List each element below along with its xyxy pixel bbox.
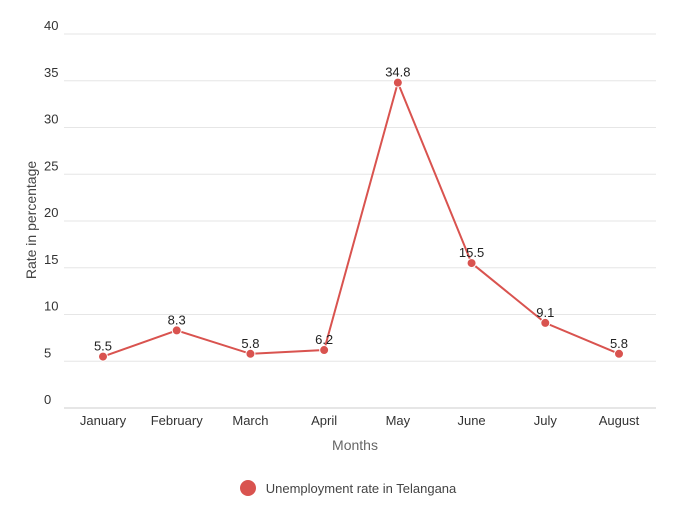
data-label: 6.2 [315,332,333,347]
legend-label: Unemployment rate in Telangana [265,480,457,496]
series: 5.5 8.3 5.8 6.2 34.8 15.5 9.1 5.8 [94,65,628,362]
y-tick-label: 20 [44,205,58,220]
x-axis-ticks: January February March April May June July Augu… [80,413,640,428]
data-label: 8.3 [168,312,186,327]
y-tick-label: 5 [44,345,51,360]
data-label: 34.8 [385,65,410,80]
x-tick-label: May [386,413,411,428]
y-tick-label: 30 [44,112,58,127]
series-line [102,79,620,358]
data-point [319,345,330,356]
x-tick-label: January [80,413,127,428]
data-point [540,317,551,328]
x-tick-label: August [599,413,640,428]
data-point [245,348,256,359]
legend: Unemployment rate in Telangana [0,480,696,496]
data-label: 5.8 [241,336,259,351]
x-tick-label: June [457,413,485,428]
data-point [171,325,182,336]
data-label: 9.1 [536,305,554,320]
x-tick-label: April [311,413,337,428]
y-axis-label: Rate in percentage [23,161,39,280]
data-label: 5.5 [94,339,112,354]
y-tick-label: 40 [44,18,58,33]
y-tick-label: 15 [44,252,58,267]
y-axis-ticks: 0 5 10 15 20 25 30 35 40 [44,18,58,407]
x-tick-label: March [232,413,268,428]
y-tick-label: 0 [44,392,51,407]
x-axis-label: Months [332,437,378,453]
y-tick-label: 35 [44,65,58,80]
data-label: 5.8 [610,336,628,351]
data-point [98,351,108,362]
data-point [392,77,403,88]
data-point [466,258,477,269]
legend-swatch [239,480,256,496]
y-tick-label: 10 [44,299,58,314]
x-tick-label: February [151,413,204,428]
data-label: 15.5 [459,245,484,260]
x-tick-label: July [534,413,558,428]
y-tick-label: 25 [44,158,58,173]
data-point [614,348,624,359]
